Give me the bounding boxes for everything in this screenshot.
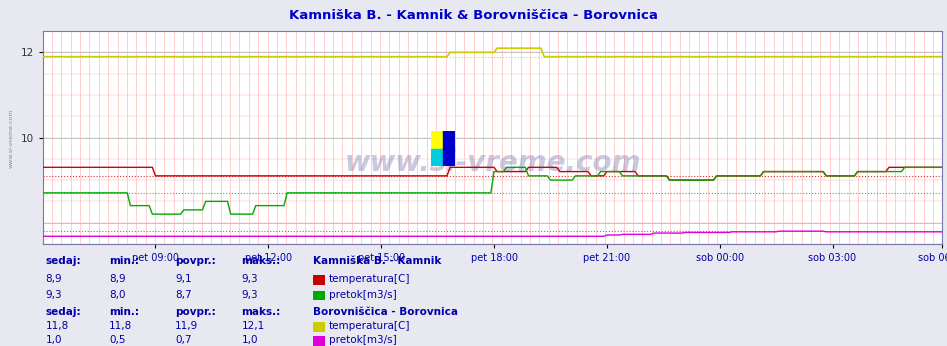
Text: maks.:: maks.:: [241, 307, 280, 317]
Text: Kamniška B. - Kamnik & Borovniščica - Borovnica: Kamniška B. - Kamnik & Borovniščica - Bo…: [289, 9, 658, 22]
Text: sedaj:: sedaj:: [45, 256, 81, 266]
Text: 0,5: 0,5: [109, 335, 125, 345]
Text: povpr.:: povpr.:: [175, 256, 216, 266]
Text: Borovniščica - Borovnica: Borovniščica - Borovnica: [313, 307, 457, 317]
Text: 8,7: 8,7: [175, 290, 192, 300]
Text: min.:: min.:: [109, 307, 139, 317]
Text: 1,0: 1,0: [45, 335, 62, 345]
Text: 9,3: 9,3: [241, 274, 259, 284]
Text: 8,0: 8,0: [109, 290, 125, 300]
Text: 8,9: 8,9: [109, 274, 126, 284]
Text: www.si-vreme.com: www.si-vreme.com: [9, 109, 14, 168]
Text: pretok[m3/s]: pretok[m3/s]: [329, 335, 397, 345]
Text: 11,8: 11,8: [109, 321, 133, 331]
Text: 9,1: 9,1: [175, 274, 192, 284]
Text: 0,7: 0,7: [175, 335, 191, 345]
Text: 12,1: 12,1: [241, 321, 265, 331]
Text: www.si-vreme.com: www.si-vreme.com: [344, 149, 641, 177]
Text: temperatura[C]: temperatura[C]: [329, 321, 410, 331]
Text: 11,9: 11,9: [175, 321, 199, 331]
Text: maks.:: maks.:: [241, 256, 280, 266]
Text: pretok[m3/s]: pretok[m3/s]: [329, 290, 397, 300]
Text: 9,3: 9,3: [241, 290, 259, 300]
Text: 8,9: 8,9: [45, 274, 63, 284]
Text: temperatura[C]: temperatura[C]: [329, 274, 410, 284]
Bar: [443, 131, 455, 166]
Text: min.:: min.:: [109, 256, 139, 266]
Text: 1,0: 1,0: [241, 335, 258, 345]
Bar: [431, 149, 443, 166]
Text: 9,3: 9,3: [45, 290, 63, 300]
Text: sedaj:: sedaj:: [45, 307, 81, 317]
Text: povpr.:: povpr.:: [175, 307, 216, 317]
Text: 11,8: 11,8: [45, 321, 69, 331]
Text: Kamniška B. - Kamnik: Kamniška B. - Kamnik: [313, 256, 441, 266]
Bar: [431, 131, 443, 149]
